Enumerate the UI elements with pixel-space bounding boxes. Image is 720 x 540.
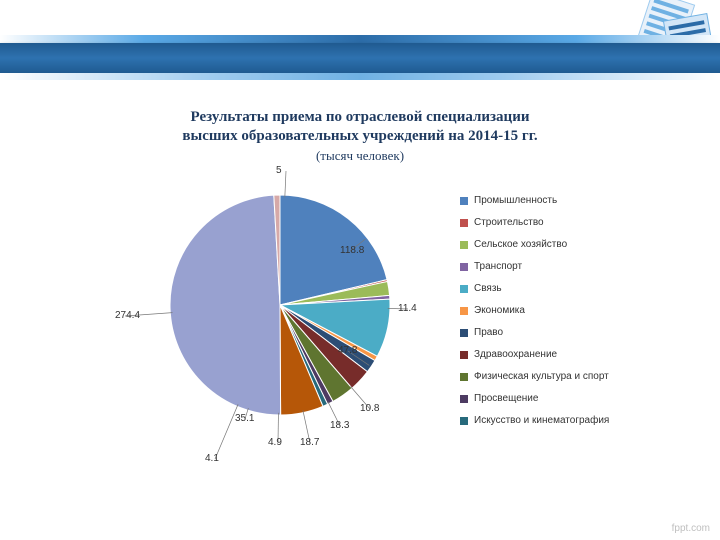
footer-credit: fppt.com <box>672 523 710 534</box>
legend-item: Здравоохранение <box>460 349 700 360</box>
legend-label: Искусство и кинематография <box>474 415 609 426</box>
pie-slice-label: 47.8 <box>338 345 357 356</box>
legend-swatch <box>460 329 468 337</box>
legend-item: Строительство <box>460 217 700 228</box>
pie-slice-label: 18.3 <box>330 420 349 431</box>
pie-chart: 5118.811.447.810.818.318.74.94.135.1274.… <box>150 175 410 435</box>
chart-title-block: Результаты приема по отраслевой специали… <box>120 108 600 164</box>
legend-swatch <box>460 263 468 271</box>
legend-swatch <box>460 219 468 227</box>
pie-slice-label: 18.7 <box>300 437 319 448</box>
pie-slice-label: 4.9 <box>268 437 282 448</box>
chart-title-line2: высших образовательных учреждений на 201… <box>120 127 600 146</box>
legend-label: Здравоохранение <box>474 349 557 360</box>
legend-item: Транспорт <box>460 261 700 272</box>
legend-label: Просвещение <box>474 393 538 404</box>
legend-swatch <box>460 197 468 205</box>
chart-legend: Промышленность Строительство Сельское хозя… <box>460 195 700 437</box>
chart-subtitle: (тысяч человек) <box>120 148 600 164</box>
legend-swatch <box>460 241 468 249</box>
legend-item: Просвещение <box>460 393 700 404</box>
pie-slice-label: 10.8 <box>360 403 379 414</box>
legend-item: Физическая культура и спорт <box>460 371 700 382</box>
pie-slice-label: 274.4 <box>115 310 140 321</box>
pie-slice <box>170 195 281 415</box>
legend-label: Физическая культура и спорт <box>474 371 609 382</box>
pie-slice-label: 4.1 <box>205 453 219 464</box>
legend-swatch <box>460 395 468 403</box>
legend-item: Связь <box>460 283 700 294</box>
legend-label: Строительство <box>474 217 544 228</box>
pie-slice-label: 5 <box>276 165 282 176</box>
legend-item: Право <box>460 327 700 338</box>
legend-swatch <box>460 373 468 381</box>
chart-title-line1: Результаты приема по отраслевой специали… <box>120 108 600 127</box>
pie-slice-label: 118.8 <box>340 245 364 256</box>
legend-item: Экономика <box>460 305 700 316</box>
legend-swatch <box>460 285 468 293</box>
legend-item: Сельское хозяйство <box>460 239 700 250</box>
legend-swatch <box>460 417 468 425</box>
legend-item: Искусство и кинематография <box>460 415 700 426</box>
legend-label: Сельское хозяйство <box>474 239 567 250</box>
legend-swatch <box>460 351 468 359</box>
legend-item: Промышленность <box>460 195 700 206</box>
header-band <box>0 35 720 80</box>
legend-label: Транспорт <box>474 261 522 272</box>
legend-label: Право <box>474 327 503 338</box>
legend-label: Экономика <box>474 305 525 316</box>
legend-swatch <box>460 307 468 315</box>
pie-slice-label: 35.1 <box>235 413 254 424</box>
legend-label: Связь <box>474 283 502 294</box>
pie-slice-label: 11.4 <box>398 303 417 314</box>
legend-label: Промышленность <box>474 195 557 206</box>
